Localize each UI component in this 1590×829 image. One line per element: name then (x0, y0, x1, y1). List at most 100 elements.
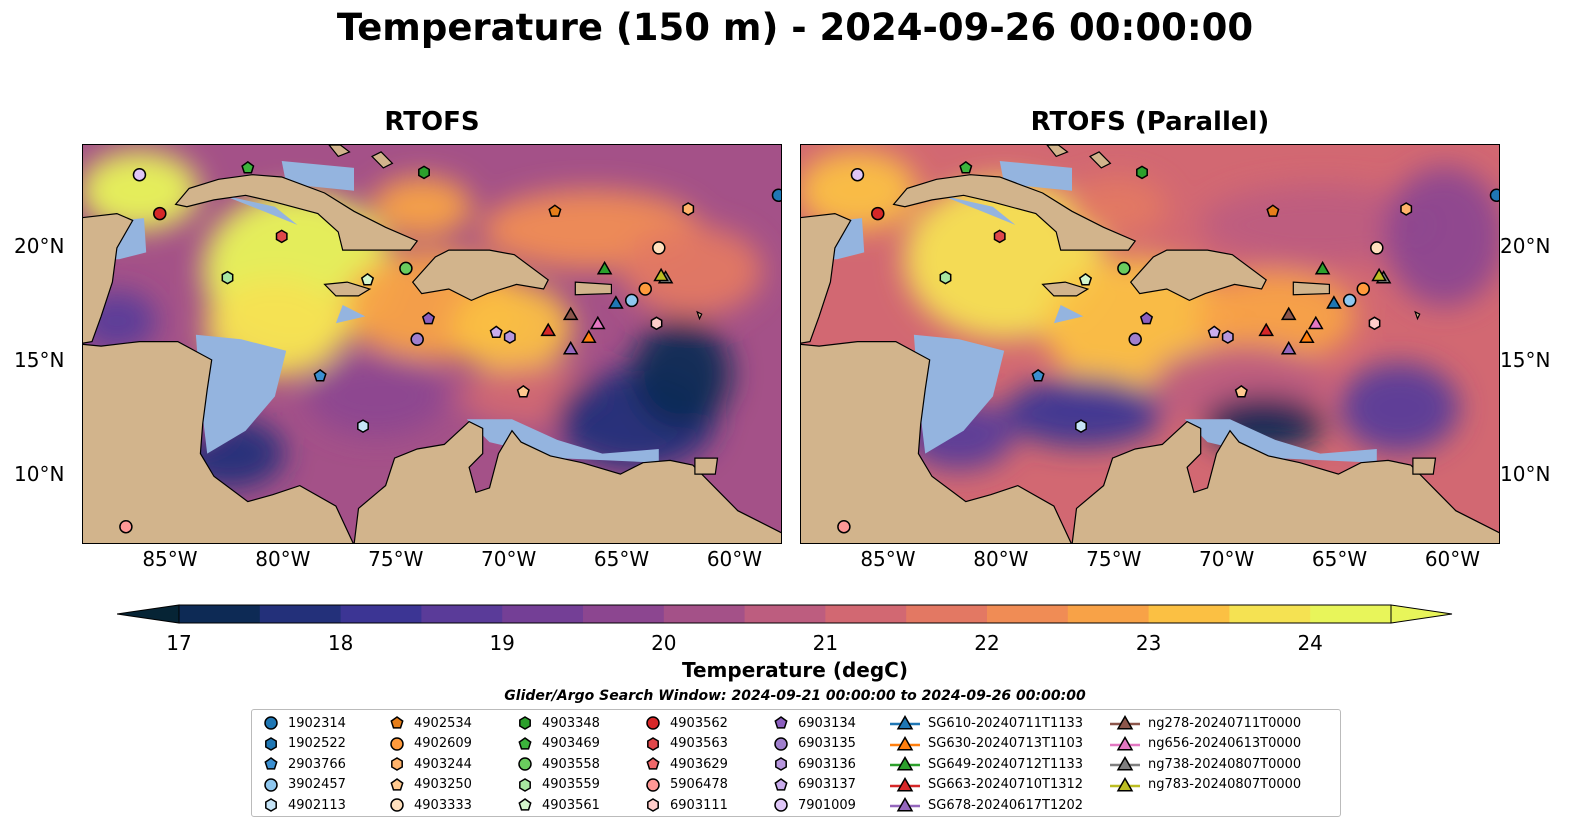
obs-4903469[interactable] (959, 160, 973, 174)
obs-6903134[interactable] (1139, 311, 1154, 325)
obs-SG663-20240710T1312[interactable] (540, 322, 556, 337)
legend-marker-4903348[interactable] (519, 716, 531, 730)
obs-5906478[interactable] (119, 519, 133, 534)
legend-item-label: 4903559 (542, 777, 600, 792)
legend-marker-6903136[interactable] (775, 757, 787, 771)
obs-4903558[interactable] (399, 261, 413, 276)
legend-marker-6903135[interactable] (774, 736, 788, 751)
legend-marker-4903469[interactable] (518, 736, 532, 750)
obs-4902113[interactable] (1075, 419, 1087, 433)
obs-4903563[interactable] (275, 229, 288, 244)
obs-4903561[interactable] (1078, 272, 1093, 286)
obs-ng783-20240807T0000[interactable] (653, 267, 669, 282)
legend-marker-4902534[interactable] (390, 716, 404, 729)
legend-marker-4903333[interactable] (390, 798, 404, 812)
obs-SG649-20240712T1133[interactable] (1314, 260, 1331, 275)
legend-marker-ng783-20240807T0000[interactable] (1116, 776, 1134, 791)
obs-SG630-20240713T1103[interactable] (580, 329, 597, 343)
obs-4903563[interactable] (993, 229, 1006, 244)
legend-marker-4903244[interactable] (391, 757, 403, 771)
obs-4903562[interactable] (153, 206, 167, 221)
obs-1902314[interactable] (771, 188, 782, 203)
obs-4902113[interactable] (357, 419, 369, 433)
obs-6903136[interactable] (1221, 330, 1234, 344)
legend-marker-ng738-20240807T0000[interactable] (1116, 755, 1134, 771)
obs-4903559[interactable] (939, 270, 952, 285)
legend-marker-1902314[interactable] (264, 716, 278, 730)
obs-4903250[interactable] (1234, 384, 1248, 398)
legend-marker-7901009[interactable] (774, 798, 788, 812)
legend-marker-6903111[interactable] (647, 798, 659, 812)
obs-4903562[interactable] (871, 206, 885, 221)
obs-5906478[interactable] (837, 519, 851, 534)
map-panel-rtofs[interactable] (82, 144, 782, 544)
legend-marker-ng278-20240711T0000[interactable] (1116, 714, 1134, 730)
legend-marker-3902457[interactable] (264, 777, 278, 792)
obs-6903135[interactable] (410, 332, 424, 347)
obs-SG663-20240710T1312[interactable] (1258, 322, 1274, 337)
legend-marker-4903559[interactable] (519, 777, 531, 792)
obs-6903135[interactable] (1128, 332, 1142, 347)
obs-2903766[interactable] (1031, 368, 1045, 382)
obs-6903134[interactable] (421, 311, 436, 325)
obs-SG630-20240713T1103[interactable] (1298, 329, 1315, 343)
obs-4903333[interactable] (652, 241, 666, 255)
obs-6903136[interactable] (503, 330, 516, 344)
obs-4903348[interactable] (1136, 165, 1148, 180)
obs-4902609[interactable] (1356, 282, 1371, 296)
obs-3902457[interactable] (624, 293, 639, 308)
legend-marker-SG630-20240713T1103[interactable] (896, 735, 914, 750)
legend-marker-4903561[interactable] (518, 798, 532, 811)
legend-marker-5906478[interactable] (646, 777, 660, 792)
legend-marker-6903137[interactable] (774, 777, 788, 791)
obs-4902609[interactable] (638, 282, 653, 296)
obs-SG610-20240711T1133[interactable] (1326, 295, 1342, 309)
legend-item: 1902522 (260, 735, 346, 753)
legend-marker-4902113[interactable] (265, 798, 277, 812)
obs-4903244[interactable] (682, 202, 695, 216)
legend-marker-4903562[interactable] (646, 716, 660, 730)
obs-4903244[interactable] (1400, 202, 1413, 216)
legend-marker-SG610-20240711T1133[interactable] (896, 714, 914, 730)
legend-marker-2903766[interactable] (264, 757, 278, 770)
obs-6903137[interactable] (1207, 325, 1221, 339)
legend-marker-4902609[interactable] (390, 736, 404, 751)
legend-marker-SG678-20240617T1202[interactable] (896, 796, 914, 812)
legend-marker-6903134[interactable] (774, 716, 788, 729)
obs-SG678-20240617T1202[interactable] (562, 340, 579, 355)
obs-3902457[interactable] (1342, 293, 1357, 308)
obs-SG610-20240711T1133[interactable] (608, 295, 624, 309)
legend-marker-ng656-20240613T0000[interactable] (1116, 735, 1134, 750)
obs-4903469[interactable] (241, 160, 255, 174)
obs-ng656-20240613T0000[interactable] (589, 315, 606, 330)
legend-marker-SG663-20240710T1312[interactable] (896, 776, 914, 791)
legend-marker-4903558[interactable] (518, 757, 532, 771)
legend-marker-4903563[interactable] (647, 736, 659, 751)
map-panel-rtofs-parallel[interactable] (800, 144, 1500, 544)
obs-ng783-20240807T0000[interactable] (1371, 267, 1387, 282)
obs-6903111[interactable] (1368, 316, 1381, 331)
legend-marker-SG649-20240712T1133[interactable] (896, 755, 914, 771)
obs-1902314[interactable] (1489, 188, 1500, 203)
obs-4903348[interactable] (418, 165, 430, 180)
obs-4903561[interactable] (360, 272, 375, 286)
obs-ng656-20240613T0000[interactable] (1307, 315, 1324, 330)
obs-4903250[interactable] (516, 384, 530, 398)
obs-7901009[interactable] (850, 167, 865, 182)
obs-ng278-20240711T0000[interactable] (1280, 306, 1297, 321)
legend-marker-4903629[interactable] (646, 757, 660, 770)
obs-ng278-20240711T0000[interactable] (562, 306, 579, 321)
obs-4903333[interactable] (1370, 241, 1384, 255)
obs-2903766[interactable] (313, 368, 327, 382)
legend-marker-4903250[interactable] (390, 777, 404, 791)
obs-6903111[interactable] (650, 316, 663, 331)
obs-4903559[interactable] (221, 270, 234, 285)
obs-SG678-20240617T1202[interactable] (1280, 340, 1297, 355)
legend-marker-1902522[interactable] (265, 736, 277, 751)
obs-7901009[interactable] (132, 167, 147, 182)
obs-6903137[interactable] (489, 325, 503, 339)
obs-4902534[interactable] (548, 204, 562, 217)
obs-4902534[interactable] (1266, 204, 1280, 217)
obs-SG649-20240712T1133[interactable] (596, 260, 613, 275)
obs-4903558[interactable] (1117, 261, 1131, 276)
